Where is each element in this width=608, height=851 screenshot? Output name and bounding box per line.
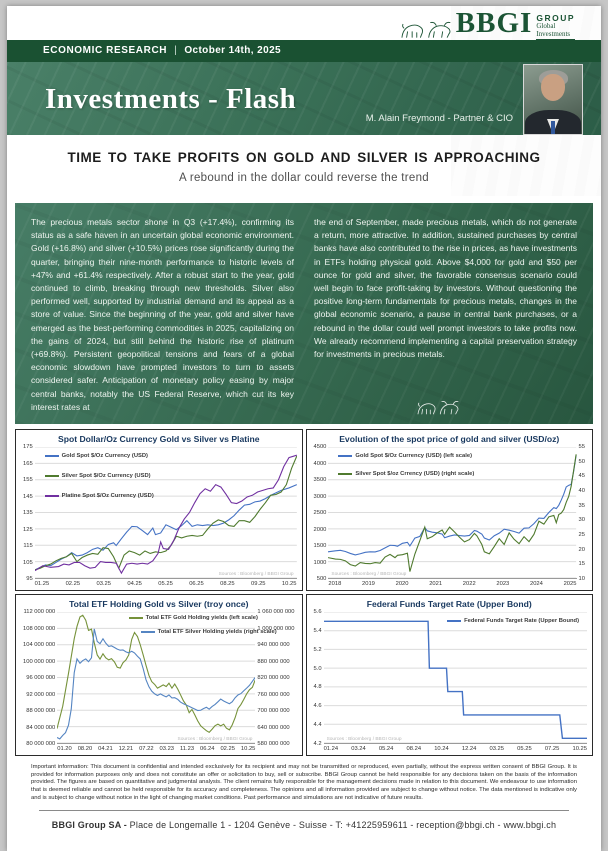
legend-item: Total ETF Gold Holding yields (left scal…: [128, 615, 277, 621]
legend-line-swatch: [338, 455, 353, 457]
band-separator: |: [174, 45, 178, 56]
bull-bear-sketch-icon: [414, 397, 462, 422]
legend-line-swatch: [44, 495, 59, 497]
publication-title: Investments - Flash: [45, 83, 297, 115]
article-column-right: the end of September, made precious meta…: [314, 217, 577, 360]
plot-area: Gold Spot $/Oz Currency (USD) (left scal…: [328, 447, 577, 579]
legend-line-swatch: [447, 620, 462, 622]
legend-item: Total ETF Silver Holding yields (right s…: [140, 629, 277, 635]
legend-item: Silver Spot $/Oz Currency (USD): [44, 473, 154, 479]
plot-area: Total ETF Gold Holding yields (left scal…: [57, 612, 277, 744]
chart-source: Sources : Bloomberg / BBGI Group: [331, 572, 407, 577]
chart-title: Spot Dollar/Oz Currency Gold vs Silver v…: [57, 434, 260, 444]
legend-line-swatch: [338, 473, 353, 475]
article-column-left: The precious metals sector shone in Q3 (…: [31, 217, 294, 412]
band-label: ECONOMIC RESEARCH: [43, 45, 168, 56]
y-axis-left-ticks: 5.6 5.4 5.2 5.0 4.8 4.6 4.4 4.2: [313, 609, 322, 747]
title-banner: Investments - Flash M. Alain Freymond - …: [7, 62, 601, 135]
chart-spot-gold-silver-platinum: Spot Dollar/Oz Currency Gold vs Silver v…: [15, 429, 303, 591]
disclaimer-text: Important information: This document is …: [31, 764, 577, 801]
footer-divider: [39, 809, 569, 811]
y-axis-left-ticks: 175 165 155 145 135 125 115 105 95: [23, 444, 33, 582]
chart-source: Sources : Bloomberg / BBGI Group: [326, 737, 402, 742]
headline-title: TIME TO TAKE PROFITS ON GOLD AND SILVER …: [67, 150, 541, 165]
article-box: The precious metals sector shone in Q3 (…: [15, 203, 593, 424]
footer-address-text: Place de Longemalle 1 - 1204 Genève - Su…: [129, 819, 557, 830]
chart-source: Sources : Bloomberg / BBGI Group: [177, 737, 253, 742]
legend-item: Silver Spot $/oz Crrency (USD) (right sc…: [338, 471, 474, 477]
photo-face: [541, 74, 565, 101]
bull-bear-logo-icon: [398, 17, 454, 46]
x-axis-ticks: 01.24 03.24 05.24 08.24 10.24 12.24 03.25 05.25…: [323, 746, 587, 752]
author-caption: M. Alain Freymond - Partner & CIO: [365, 113, 513, 124]
chart-gold-silver-spot-evolution: Evolution of the spot price of gold and …: [305, 429, 593, 591]
chart-legend: Gold Spot $/Oz Currency (USD) (left scal…: [338, 453, 474, 477]
document-page: BBGI GROUP Global Investments ECONOMIC R…: [7, 6, 601, 851]
chart-title: Evolution of the spot price of gold and …: [339, 434, 560, 444]
chart-legend: Gold Spot $/Oz Currency (USD) Silver Spot…: [44, 453, 154, 499]
legend-item: Federal Funds Target Rate (Upper Bound): [447, 618, 579, 624]
header-logo-strip: BBGI GROUP Global Investments: [7, 6, 601, 196]
charts-grid: Spot Dollar/Oz Currency Gold vs Silver v…: [15, 429, 593, 756]
y-axis-right-ticks: 55 50 45 40 35 30 25 20 15 10: [578, 444, 585, 582]
brand-global-label: Global: [536, 22, 556, 30]
legend-line-swatch: [44, 455, 59, 457]
brand-name: BBGI: [455, 7, 533, 39]
plot-area: Federal Funds Target Rate (Upper Bound) …: [323, 612, 587, 744]
chart-legend: Total ETF Gold Holding yields (left scal…: [128, 615, 277, 635]
brand-suffix: GROUP Global Investments: [536, 13, 575, 40]
x-axis-ticks: 2018 2019 2020 2021 2022 2023 2024 2025: [328, 581, 577, 587]
legend-item: Platine Spot $/Oz Currency (USD): [44, 493, 154, 499]
legend-item: Gold Spot $/Oz Currency (USD): [44, 453, 154, 459]
headline-subtitle: A rebound in the dollar could reverse th…: [178, 172, 429, 184]
chart-etf-holdings: Total ETF Holding Gold vs Silver (troy o…: [15, 594, 303, 756]
chart-legend: Federal Funds Target Rate (Upper Bound): [447, 618, 579, 624]
chart-title: Total ETF Holding Gold vs Silver (troy o…: [69, 599, 249, 609]
plot-area: Gold Spot $/Oz Currency (USD) Silver Spot…: [34, 447, 297, 579]
economic-research-band: ECONOMIC RESEARCH | October 14th, 2025: [7, 40, 601, 62]
author-photo: [523, 64, 583, 135]
legend-item: Gold Spot $/Oz Currency (USD) (left scal…: [338, 453, 474, 459]
y-axis-left-ticks: 4500 4000 3500 3000 2500 2000 1500 1000 500: [313, 444, 327, 582]
band-date: October 14th, 2025: [184, 45, 281, 56]
brand-group-label: GROUP: [536, 13, 575, 23]
x-axis-ticks: 01.20 08.20 04.21 12.21 07.22 03.23 11.23 06.24…: [57, 746, 256, 752]
y-axis-right-ticks: 1 060 000 000 1 000 000 000 940 000 000 880…: [257, 609, 295, 747]
legend-line-swatch: [128, 617, 143, 619]
y-axis-left-ticks: 112 000 000 108 000 000 104 000 000 100 000…: [23, 609, 56, 747]
legend-line-swatch: [44, 475, 59, 477]
chart-source: Sources : Bloomberg / BBGI Group: [218, 572, 294, 577]
footer-address: BBGI Group SA - Place de Longemalle 1 - …: [7, 820, 601, 830]
brand-investments-label: Investments: [536, 29, 571, 38]
footer-company-name: BBGI Group SA -: [51, 819, 130, 830]
chart-fed-funds-rate: Federal Funds Target Rate (Upper Bond) 5…: [305, 594, 593, 756]
x-axis-ticks: 01.25 02.25 03.25 04.25 05.25 06.25 08.25 09.25…: [34, 581, 297, 587]
chart-title: Federal Funds Target Rate (Upper Bond): [366, 599, 532, 609]
legend-line-swatch: [140, 631, 155, 633]
bbgi-logo: BBGI GROUP Global Investments: [398, 9, 575, 46]
headline-section: TIME TO TAKE PROFITS ON GOLD AND SILVER …: [7, 135, 601, 198]
photo-tie: [551, 121, 555, 134]
